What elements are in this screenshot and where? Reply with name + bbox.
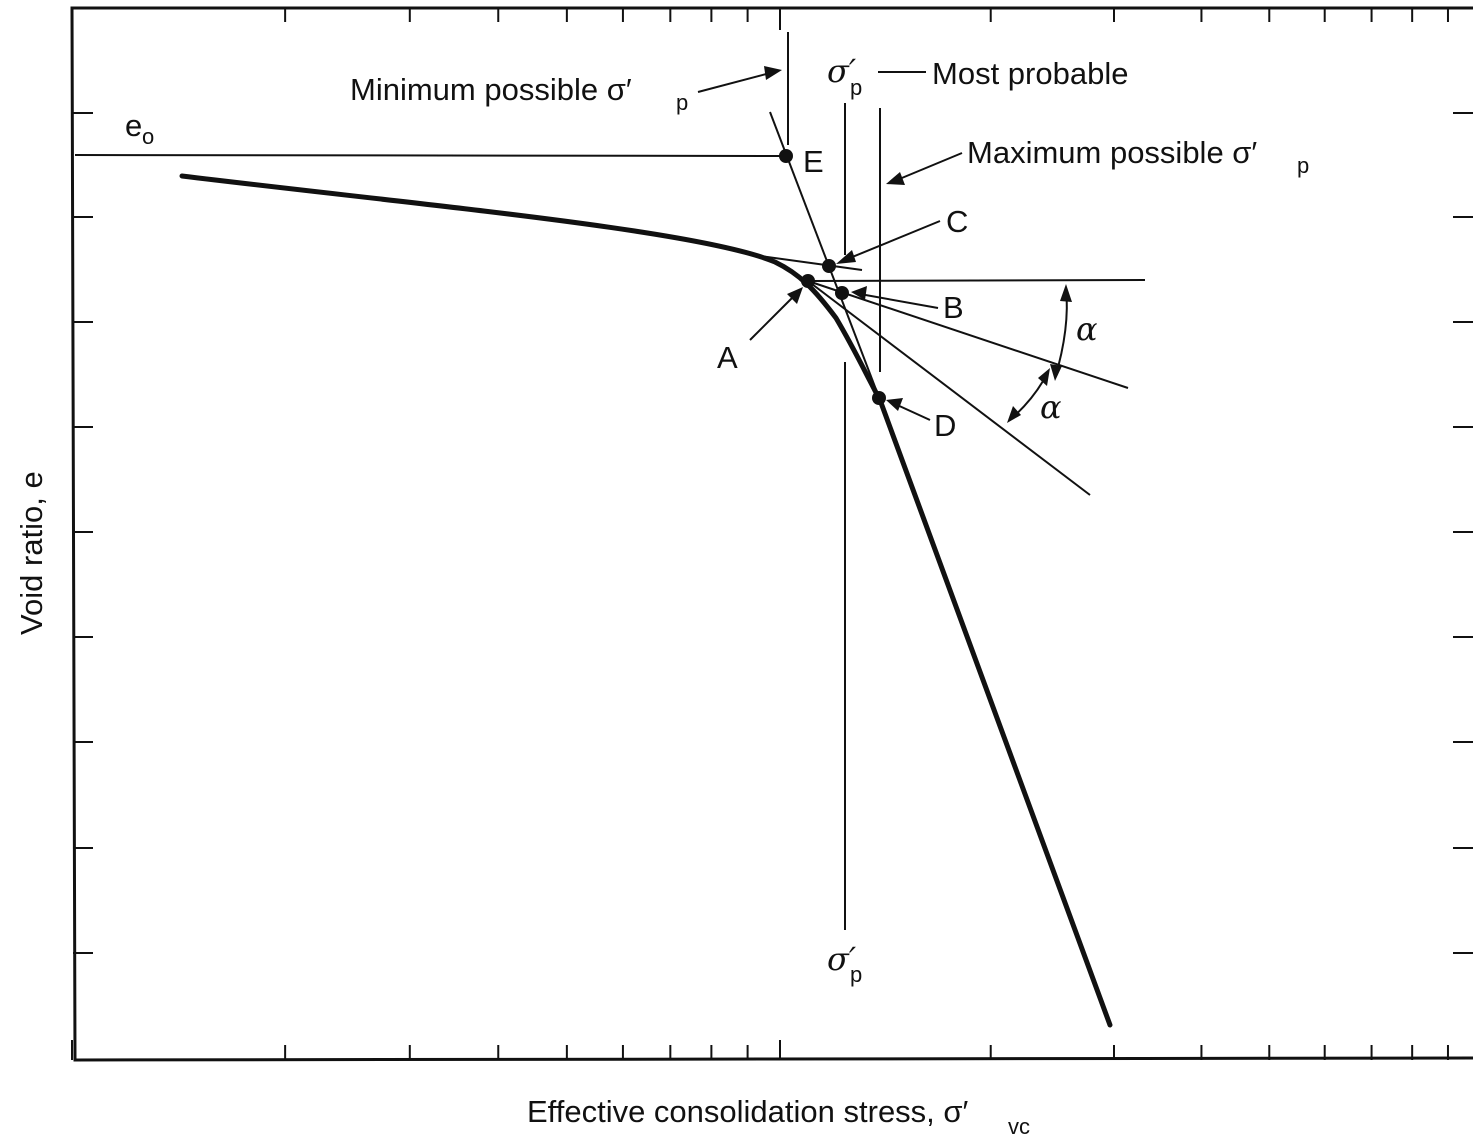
label-C: C [946, 204, 968, 239]
sigma-p-bottom: σ′ [827, 940, 857, 978]
maximum-possible-sub: p [1297, 153, 1309, 178]
e0-subscript: o [142, 124, 154, 149]
alpha-arrowhead-2 [1050, 364, 1062, 381]
y-axis-label: Void ratio, e [14, 471, 49, 635]
point-E [779, 149, 793, 163]
label-B: B [943, 290, 964, 325]
alpha-arrowhead-4 [1007, 406, 1021, 423]
alpha-arrowhead-3 [1038, 368, 1050, 386]
lower-tangent-line [807, 280, 1091, 496]
sigma-p-bottom-sub: p [850, 962, 862, 987]
label-D: D [934, 408, 956, 443]
sigma-p-top-sub: p [850, 75, 862, 100]
arrowhead-max [886, 172, 905, 185]
minimum-possible-label: Minimum possible σ′ [350, 72, 632, 107]
e0-line [74, 154, 787, 157]
alpha-label-upper: α [1076, 310, 1098, 348]
maximum-possible-label: Maximum possible σ′ [967, 135, 1257, 170]
arrowhead-B [851, 286, 867, 300]
arrowhead-C [836, 250, 856, 264]
leader-A [749, 291, 799, 341]
label-E: E [803, 144, 824, 179]
point-B [835, 286, 849, 300]
leader-min [697, 72, 771, 93]
tangent-line-at-A [759, 255, 863, 271]
axis-ticks [71, 8, 1473, 1060]
leader-max [896, 152, 963, 181]
sigma-p-top: σ′ [827, 52, 857, 90]
alpha-arrowhead-1 [1060, 284, 1072, 302]
label-A: A [717, 340, 738, 375]
leader-B [859, 293, 939, 309]
e0-label: e [125, 108, 142, 143]
alpha-label-lower: α [1040, 388, 1062, 426]
leader-D [894, 403, 931, 421]
arrowhead-D [886, 398, 903, 411]
x-axis-sub: vc [1008, 1114, 1030, 1139]
bisector-line [807, 280, 1129, 389]
most-probable-label: Most probable [932, 56, 1128, 91]
plot-frame [70, 6, 1473, 1062]
point-A [801, 274, 815, 288]
point-D [872, 391, 886, 405]
x-axis-label: Effective consolidation stress, σ′ [527, 1094, 969, 1129]
arrowhead-min [764, 66, 782, 80]
compression-curve [179, 173, 1113, 1028]
horizontal-line-through-A [807, 279, 1146, 282]
leader-C [844, 220, 941, 261]
arrowhead-A [787, 287, 803, 304]
point-C [822, 259, 836, 273]
minimum-possible-sub: p [676, 90, 688, 115]
